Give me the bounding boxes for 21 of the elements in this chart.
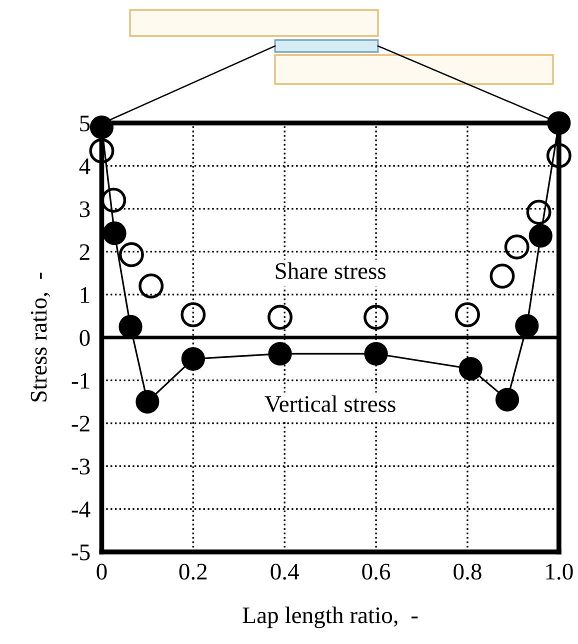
x-axis-title: Lap length ratio, - (242, 606, 418, 628)
series-label: Share stress (276, 262, 386, 280)
y-tick-label: 0 (80, 330, 90, 346)
y-tick-label: 3 (80, 201, 90, 218)
y-axis-title: Stress ratio, - (30, 272, 50, 402)
x-tick-label: 0.8 (454, 564, 482, 580)
y-tick-label: 4 (79, 158, 90, 174)
x-tick-label: 1.0 (546, 564, 573, 580)
y-tick-label: 1 (80, 287, 90, 303)
x-tick-label: 0.6 (362, 564, 390, 580)
y-tick-label: -2 (72, 416, 90, 432)
y-tick-label: 5 (80, 116, 90, 132)
y-tick-label: 2 (80, 244, 90, 260)
y-tick-label: -4 (72, 502, 90, 518)
y-tick-label: -5 (72, 544, 90, 560)
y-tick-label: -3 (72, 458, 90, 475)
x-tick-label: 0 (96, 564, 107, 580)
x-tick-label: 0.2 (179, 564, 207, 580)
x-tick-label: 0.4 (270, 564, 299, 580)
y-tick-label: -1 (72, 372, 90, 389)
series-label: Vertical stress (264, 395, 396, 412)
